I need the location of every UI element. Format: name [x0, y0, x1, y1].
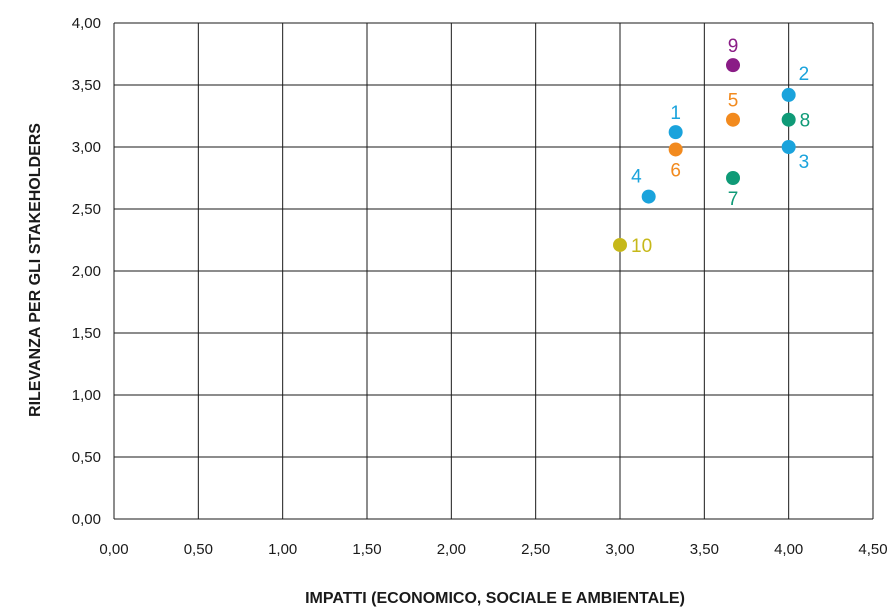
x-tick-label: 4,50: [858, 541, 887, 558]
point-labels: 1 2 3 4 5 6 7 8 9 10: [631, 36, 810, 257]
point-label-2: 2: [799, 64, 810, 85]
x-tick-label: 2,00: [437, 541, 466, 558]
y-tick-label: 3,50: [72, 77, 101, 94]
y-tick-label: 1,00: [72, 387, 101, 404]
data-point-4: [641, 189, 656, 204]
y-tick-label: 1,50: [72, 325, 101, 342]
data-point-6: [668, 142, 683, 157]
y-axis-ticks: 0,00 0,50 1,00 1,50 2,00 2,50 3,00 3,50 4,00: [72, 15, 101, 528]
x-axis-ticks: 0,00 0,50 1,00 1,50 2,00 2,50 3,00 3,50 4,00 4,50: [99, 541, 887, 558]
data-points: [613, 58, 796, 252]
x-tick-label: 4,00: [774, 541, 803, 558]
point-label-10: 10: [631, 236, 652, 257]
y-tick-label: 0,00: [72, 511, 101, 528]
data-point-7: [726, 171, 741, 185]
x-tick-label: 1,00: [268, 541, 297, 558]
point-label-1: 1: [670, 103, 681, 124]
point-label-3: 3: [799, 152, 810, 173]
data-point-8: [781, 112, 796, 127]
x-axis-title: IMPATTI (ECONOMICO, SOCIALE E AMBIENTALE…: [305, 590, 685, 607]
point-label-8: 8: [800, 111, 811, 132]
data-point-10: [613, 237, 627, 252]
x-tick-label: 3,50: [690, 541, 719, 558]
point-label-4: 4: [631, 167, 642, 188]
point-label-7: 7: [728, 189, 739, 210]
y-tick-label: 2,00: [72, 263, 101, 280]
y-tick-label: 2,50: [72, 201, 101, 218]
point-label-5: 5: [728, 91, 739, 112]
x-tick-label: 3,00: [605, 541, 634, 558]
x-tick-label: 0,50: [184, 541, 213, 558]
x-tick-label: 0,00: [99, 541, 128, 558]
gridlines: [113, 22, 874, 520]
data-point-1: [668, 125, 683, 140]
data-point-5: [726, 112, 741, 127]
data-point-3: [781, 140, 796, 154]
y-axis-title: RILEVANZA PER GLI STAKEHOLDERS: [27, 123, 44, 417]
x-tick-label: 1,50: [352, 541, 381, 558]
data-point-9: [726, 58, 741, 73]
y-tick-label: 4,00: [72, 15, 101, 32]
point-label-6: 6: [670, 160, 681, 181]
y-tick-label: 0,50: [72, 449, 101, 466]
x-tick-label: 2,50: [521, 541, 550, 558]
point-label-9: 9: [728, 36, 739, 57]
data-point-2: [781, 87, 796, 102]
y-tick-label: 3,00: [72, 139, 101, 156]
